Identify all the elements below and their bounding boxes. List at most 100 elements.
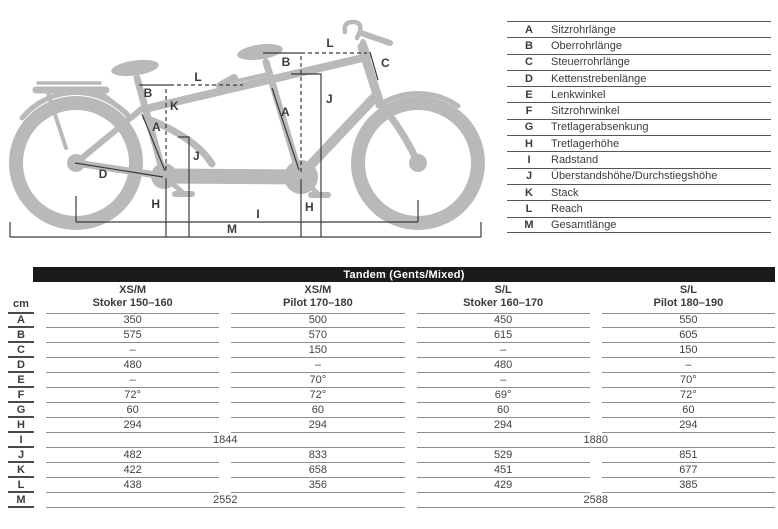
cell-value: 429: [416, 478, 590, 493]
row-key: H: [8, 418, 34, 433]
cell-value: 72°: [231, 388, 405, 403]
column-header: S/L Stoker 160–170: [416, 284, 590, 314]
cell-value: 575: [46, 328, 220, 343]
cell-value: 60: [46, 403, 220, 418]
geometry-spec-table: Tandem (Gents/Mixed) cm XS/M Stoker 150–1…: [8, 267, 775, 508]
table-row: A 350 500 450 550: [8, 313, 775, 328]
dim-label-B-rear: B: [144, 86, 153, 100]
keel-tube: [152, 168, 310, 185]
row-key: C: [8, 343, 34, 358]
cell-value: 294: [601, 418, 775, 433]
cell-value: –: [416, 343, 590, 358]
bike-geometry-diagram: L B K A D J H L B C A J H I M: [9, 19, 485, 238]
cell-value: 451: [416, 463, 590, 478]
legend-term: Tretlagerabsenkung: [551, 121, 649, 134]
front-hub: [409, 154, 427, 172]
cell-value: 480: [416, 358, 590, 373]
legend-term: Reach: [551, 202, 583, 215]
legend-key: G: [524, 121, 534, 134]
cell-value: 70°: [601, 373, 775, 388]
cell-value: 529: [416, 448, 590, 463]
pilot-motor: [284, 160, 318, 194]
column-header: XS/M Pilot 170–180: [231, 284, 405, 314]
legend-key: M: [524, 218, 534, 231]
legend-row: M Gesamtlänge: [507, 216, 771, 233]
dim-I-line: [75, 196, 419, 223]
cell-value: 385: [601, 478, 775, 493]
legend-key: A: [525, 23, 533, 36]
row-key: I: [8, 433, 34, 448]
dim-D-line: [74, 162, 164, 178]
bike-solid-parts: [67, 43, 427, 194]
legend-key: I: [527, 154, 531, 167]
cell-value: 72°: [46, 388, 220, 403]
row-key: L: [8, 478, 34, 493]
cell-value: –: [46, 343, 220, 358]
cell-value: –: [416, 373, 590, 388]
legend-key: C: [525, 56, 533, 69]
legend-term: Radstand: [551, 154, 599, 167]
dim-label-J-rear: J: [193, 149, 200, 163]
pilot-saddle: [237, 43, 283, 61]
rack-strut-rear: [98, 90, 129, 115]
cell-value: 570: [231, 328, 405, 343]
cell-value: 480: [46, 358, 220, 373]
dim-J-front-line: [291, 73, 322, 237]
dim-C-line: [369, 51, 379, 81]
dim-label-J-front: J: [326, 92, 333, 106]
legend-term: Überstandshöhe/Durchstiegshöhe: [551, 170, 718, 183]
table-row: L 438 356 429 385: [8, 478, 775, 493]
bike-silhouette: [9, 19, 485, 230]
cell-value: 150: [231, 343, 405, 358]
dim-label-I: I: [256, 207, 259, 221]
cell-value: –: [231, 358, 405, 373]
stoker-seat-tube: [133, 74, 168, 180]
column-size: S/L: [679, 284, 697, 296]
rack-strut-front: [46, 91, 68, 150]
cell-value: 605: [601, 328, 775, 343]
row-key: A: [8, 313, 34, 328]
cell-value: 294: [46, 418, 220, 433]
cell-value: 356: [231, 478, 405, 493]
cell-value: 150: [601, 343, 775, 358]
cell-value: 450: [416, 313, 590, 328]
table-row: J 482 833 529 851: [8, 448, 775, 463]
legend-term: Stack: [551, 186, 579, 199]
cell-value-spanned: 1844: [46, 433, 405, 448]
legend-term: Tretlagerhöhe: [551, 137, 620, 150]
legend-key: H: [525, 137, 533, 150]
table-row: D 480 – 480 –: [8, 358, 775, 373]
table-row: C – 150 – 150: [8, 343, 775, 358]
dimension-lines: [9, 51, 482, 238]
legend-row: C Steuerrohrlänge: [507, 53, 771, 70]
cell-value: 70°: [231, 373, 405, 388]
column-size: S/L: [494, 284, 512, 296]
dim-label-A-front: A: [281, 105, 290, 119]
legend-row: K Stack: [507, 183, 771, 200]
cell-value: 500: [231, 313, 405, 328]
legend-row: D Kettenstrebenlänge: [507, 69, 771, 86]
row-key: K: [8, 463, 34, 478]
dim-A-front-line: [271, 87, 300, 171]
unit-label: cm: [8, 298, 34, 314]
dim-label-D: D: [99, 167, 108, 181]
row-key: B: [8, 328, 34, 343]
legend-term: Kettenstrebenlänge: [551, 72, 647, 85]
table-row: K 422 658 451 677: [8, 463, 775, 478]
row-key: J: [8, 448, 34, 463]
row-key: E: [8, 373, 34, 388]
dim-label-L-front: L: [326, 36, 333, 50]
dim-label-M: M: [227, 222, 237, 236]
dim-label-L-rear: L: [194, 70, 201, 84]
stoker-handlebar: [230, 72, 270, 84]
dim-label-H-rear: H: [151, 197, 160, 211]
legend-term: Lenkwinkel: [551, 88, 606, 101]
cell-value: 615: [416, 328, 590, 343]
legend-term: Oberrohrlänge: [551, 39, 622, 52]
row-key: M: [8, 493, 34, 508]
legend-key: E: [525, 88, 533, 101]
legend-row: L Reach: [507, 200, 771, 216]
legend-key: B: [525, 39, 533, 52]
table-row: G 60 60 60 60: [8, 403, 775, 418]
column-size: XS/M: [304, 284, 332, 296]
